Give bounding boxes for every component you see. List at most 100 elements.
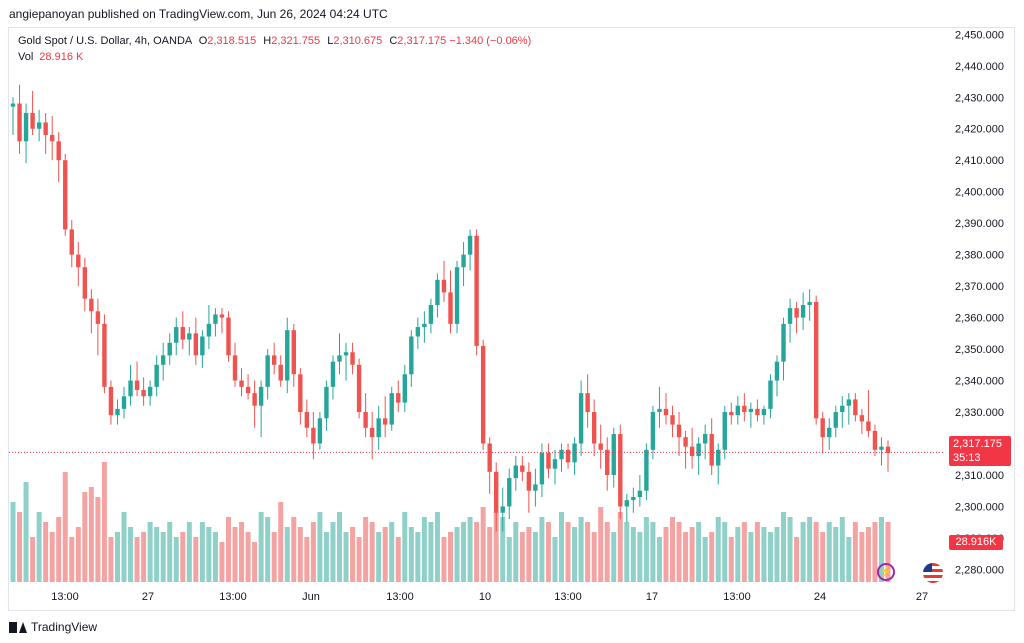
bolt-icon[interactable]: ⚡ — [877, 563, 895, 581]
volume-bar — [82, 492, 88, 582]
y-tick-label: 2,310.000 — [955, 470, 1004, 482]
candle-body — [167, 342, 172, 356]
volume-bar — [186, 522, 192, 582]
volume-bar — [872, 522, 878, 582]
volume-bar — [820, 532, 826, 582]
candle-body — [285, 330, 290, 381]
y-tick-label: 2,400.000 — [955, 187, 1004, 199]
volume-bar — [611, 532, 617, 582]
volume-bar — [526, 527, 532, 582]
volume-bar — [441, 537, 447, 582]
candle-body — [376, 418, 381, 438]
candle-body — [598, 443, 603, 450]
volume-bar — [219, 542, 225, 582]
candle-body — [422, 323, 427, 328]
candle-body — [56, 141, 61, 161]
close-label: C — [389, 35, 398, 47]
candle-body — [840, 405, 845, 413]
candle-body — [520, 465, 525, 472]
candle-body — [226, 317, 231, 356]
candle-body — [206, 323, 212, 337]
us-flag-icon[interactable] — [923, 563, 943, 583]
high-value: 2,321.755 — [271, 35, 321, 47]
candle-body — [43, 122, 48, 136]
volume-bar — [591, 532, 597, 582]
candle-body — [343, 352, 349, 356]
x-tick-label: 17 — [646, 591, 658, 603]
candle-body — [121, 396, 127, 409]
candle-body — [363, 412, 368, 428]
candle-body — [174, 327, 179, 343]
volume-bar — [284, 527, 290, 582]
volume-bar — [467, 517, 473, 582]
candle-body — [160, 355, 166, 365]
volume-bar — [656, 537, 662, 582]
volume-bar — [121, 512, 127, 582]
volume-bar — [154, 527, 160, 582]
volume-bar — [167, 522, 173, 582]
candle-body — [526, 471, 532, 491]
volume-bar — [461, 522, 467, 582]
volume-bar — [160, 532, 166, 582]
candle-body — [180, 327, 185, 340]
volume-bar — [539, 517, 545, 582]
volume-bar — [709, 532, 715, 582]
y-tick-label: 2,340.000 — [955, 376, 1004, 388]
volume-bar — [88, 487, 94, 582]
volume-bar — [323, 532, 329, 582]
candle-body — [304, 412, 310, 428]
x-tick-label: 13:00 — [554, 591, 582, 603]
volume-bar — [206, 527, 212, 582]
candle-body — [480, 345, 486, 444]
candle-body — [23, 112, 29, 142]
volume-bar — [650, 522, 656, 582]
volume-bar — [265, 517, 271, 582]
volume-bar — [356, 537, 362, 582]
volume-bar — [30, 537, 36, 582]
candle-body — [278, 364, 283, 381]
candle-body — [76, 254, 81, 268]
y-tick-label: 2,420.000 — [955, 124, 1004, 136]
candle-body — [141, 389, 146, 397]
volume-bar — [774, 527, 780, 582]
high-label: H — [263, 35, 272, 47]
y-tick-label: 2,280.000 — [955, 564, 1004, 576]
candle-body — [30, 112, 35, 129]
candle-body — [565, 449, 571, 463]
candle-body — [722, 412, 727, 450]
volume-bar — [598, 507, 604, 582]
y-tick-label: 2,360.000 — [955, 313, 1004, 325]
candle-body — [794, 308, 799, 318]
y-axis: 2,450.000 2,440.000 2,430.000 2,420.000 2,41… — [955, 29, 1004, 576]
volume-bar — [696, 522, 702, 582]
y-tick-label: 2,410.000 — [955, 155, 1004, 167]
y-tick-label: 2,440.000 — [955, 61, 1004, 73]
candle-body — [539, 452, 545, 485]
candle-body — [683, 437, 688, 447]
symbol-name[interactable]: Gold Spot / U.S. Dollar, 4h, OANDA — [18, 35, 192, 47]
volume-bar — [813, 522, 819, 582]
volume-bar — [173, 537, 179, 582]
candle-body — [252, 393, 257, 406]
volume-bar — [846, 537, 852, 582]
volume-bar — [878, 517, 884, 582]
candle-body — [670, 415, 675, 425]
volume-bar — [363, 517, 369, 582]
y-tick-label: 2,300.000 — [955, 501, 1004, 513]
candle-body — [631, 497, 636, 501]
candle-body — [735, 405, 741, 416]
x-axis: 13:00 27 13:00 Jun 13:00 10 13:00 17 13:00 24 27 — [51, 591, 928, 603]
volume-bar — [748, 532, 754, 582]
vol-label[interactable]: Vol — [18, 51, 34, 63]
volume-bar — [336, 512, 342, 582]
candle-body — [324, 386, 329, 419]
candle-body — [187, 333, 192, 340]
volume-bar — [800, 522, 806, 582]
volume-bar — [545, 522, 551, 582]
volume-bar — [199, 522, 205, 582]
candle-body — [356, 364, 362, 413]
candle-body — [128, 380, 133, 397]
volume-bar — [683, 532, 689, 582]
candle-body — [232, 355, 238, 381]
